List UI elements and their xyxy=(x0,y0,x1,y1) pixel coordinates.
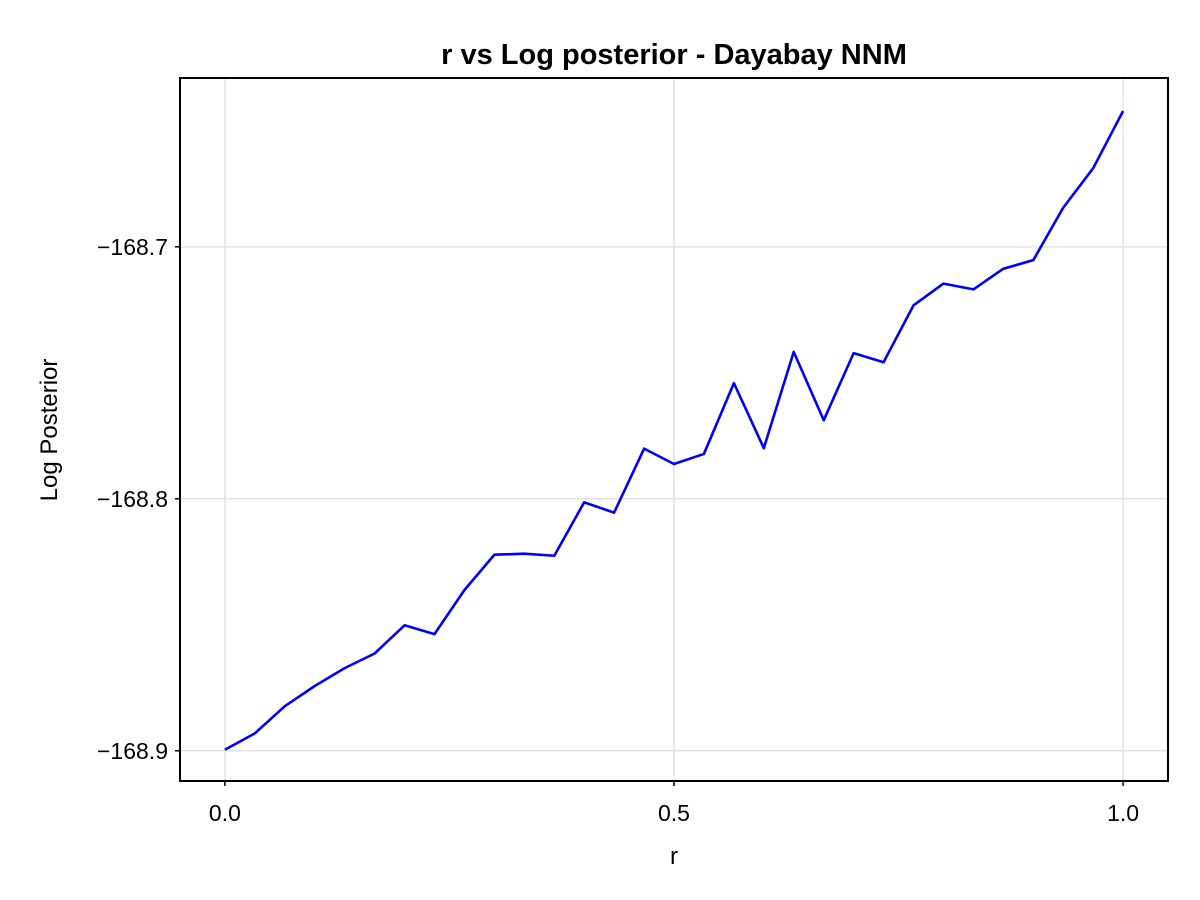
series-line xyxy=(224,110,1125,751)
y-tick-label: −168.7 xyxy=(97,234,168,260)
x-tick-label: 0.5 xyxy=(658,800,690,826)
axis-ticks: 0.0 0.5 1.0 −168.9 −168.8 −168.7 xyxy=(97,234,1139,826)
chart-title: r vs Log posterior - Dayabay NNM xyxy=(441,39,907,71)
x-tick-label: 1.0 xyxy=(1107,800,1139,826)
grid-lines xyxy=(180,78,1168,781)
x-axis-label: r xyxy=(670,843,678,870)
y-tick-label: −168.9 xyxy=(97,738,168,764)
x-tick-label: 0.0 xyxy=(209,800,241,826)
y-tick-label: −168.8 xyxy=(97,486,168,512)
y-axis-label: Log Posterior xyxy=(36,359,63,502)
